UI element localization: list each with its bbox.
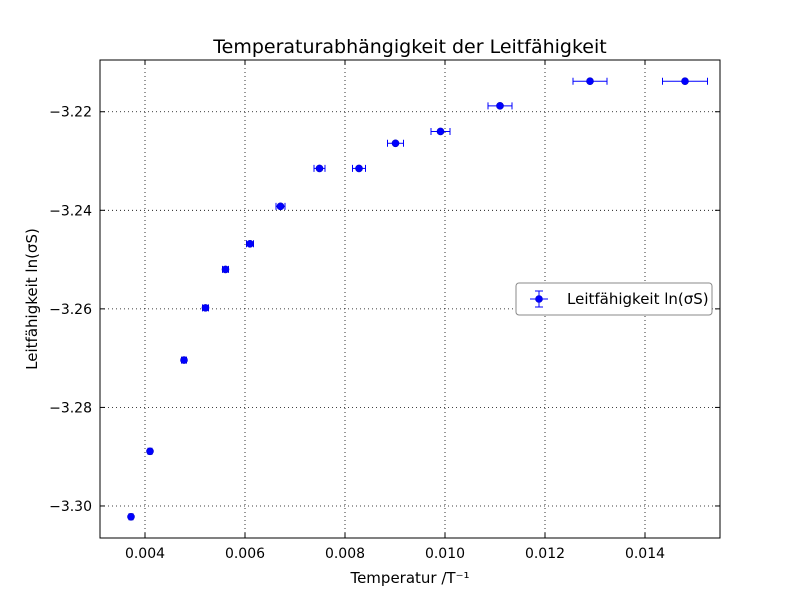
y-tick-labels: −3.30 −3.28 −3.26 −3.24 −3.22 [49,105,92,515]
data-point [246,240,254,248]
plot-frame [99,59,721,539]
x-tick-label: 0.014 [625,546,665,562]
data-point [436,127,445,136]
legend-marker-icon [535,295,543,303]
x-axis-label: Temperatur /T⁻¹ [349,569,469,587]
y-axis-label: Leitfähigkeit ln(σS) [23,228,41,370]
x-tick-label: 0.004 [125,546,165,562]
x-tick-label: 0.010 [425,546,465,562]
legend-label: Leitfähigkeit ln(σS) [567,290,709,308]
legend-box [515,282,713,316]
data-point [146,447,154,456]
data-points [127,77,689,521]
data-point [127,513,135,521]
data-point [201,304,210,312]
x-tick-label: 0.012 [525,546,565,562]
x-tick-label: 0.008 [325,546,365,562]
y-tick-label: −3.26 [49,302,92,318]
data-point [586,77,594,85]
legend: Leitfähigkeit ln(σS) [515,282,713,316]
y-tick-label: −3.30 [49,499,92,515]
data-point [496,102,504,110]
data-point [276,202,285,211]
data-point [221,265,230,274]
data-point [355,164,363,173]
y-tick-label: −3.22 [49,105,92,121]
data-point [315,164,324,173]
x-tick-labels: 0.004 0.006 0.008 0.010 0.012 0.014 [125,546,665,562]
x-tick-label: 0.006 [225,546,265,562]
y-tick-label: −3.24 [49,203,92,219]
axis-ticks [100,60,720,538]
data-point [681,77,689,85]
data-point [391,139,400,148]
y-tick-label: −3.28 [49,400,92,416]
chart-title: Temperaturabhängigkeit der Leitfähigkeit [212,36,606,58]
data-point [180,356,188,364]
